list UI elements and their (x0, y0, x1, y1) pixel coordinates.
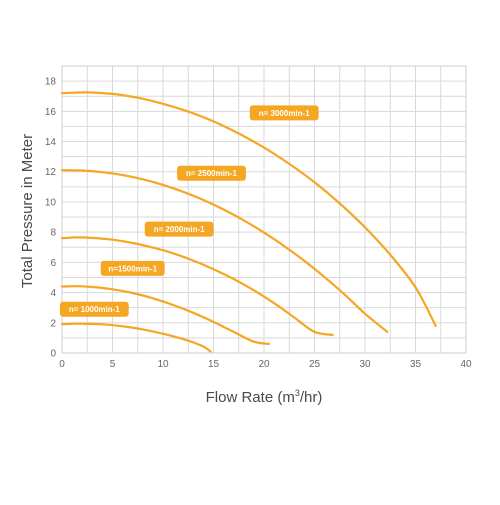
curve-label-background (144, 221, 214, 237)
y-tick-label: 0 (50, 349, 56, 360)
x-axis-title-main: Flow Rate (m (206, 389, 295, 406)
x-tick-labels: 0 5 10 15 20 25 30 35 40 (59, 359, 472, 370)
curve-label: n= 3000min-1 (249, 105, 319, 121)
series-line (60, 285, 271, 345)
series-line (60, 169, 389, 333)
y-tick-label: 2 (50, 318, 56, 329)
y-tick-label: 16 (45, 107, 57, 118)
curve-label: n= 2500min-1 (177, 165, 246, 181)
y-tick-label: 14 (45, 137, 57, 148)
series-line (60, 322, 212, 353)
series-curves (60, 91, 437, 353)
series-line (60, 91, 437, 327)
series-line (60, 236, 334, 336)
y-tick-label: 18 (45, 77, 57, 88)
y-tick-label: 10 (45, 197, 57, 208)
x-tick-label: 5 (110, 359, 116, 370)
x-tick-label: 25 (309, 359, 321, 370)
x-tick-label: 10 (157, 359, 169, 370)
curve-label-text: n= 3000min-1 (259, 109, 310, 118)
y-tick-label: 6 (50, 258, 56, 269)
plot-border (61, 65, 467, 354)
x-tick-label: 40 (460, 359, 472, 370)
curve-label: n= 1000min-1 (59, 301, 129, 317)
y-tick-label: 8 (50, 228, 56, 239)
grid (61, 65, 467, 354)
curve-label-text: n= 2500min-1 (186, 169, 237, 178)
curve-label-text: n=1500min-1 (108, 264, 157, 273)
y-axis-title: Total Pressure in Meter (19, 134, 36, 288)
curve-label-text: n= 1000min-1 (69, 305, 120, 314)
x-tick-label: 30 (359, 359, 371, 370)
curve-label-background (177, 165, 246, 181)
x-axis-title-end: /hr) (300, 389, 323, 406)
curve-label: n= 2000min-1 (144, 221, 214, 237)
x-axis-title: Flow Rate (m3/hr) (206, 388, 323, 406)
curve-label-background (100, 260, 165, 276)
curve-label-background (59, 301, 129, 317)
x-tick-label: 0 (59, 359, 65, 370)
y-tick-labels: 0 2 4 6 8 10 12 14 16 18 (45, 77, 57, 360)
curve-label-background (249, 105, 319, 121)
curve-label: n=1500min-1 (100, 260, 165, 276)
x-tick-label: 35 (410, 359, 422, 370)
curve-label-text: n= 2000min-1 (154, 225, 205, 234)
curve-labels: n= 3000min-1 n= 2500min-1 n= 2000min-1 n=15… (59, 105, 319, 317)
x-tick-label: 20 (258, 359, 270, 370)
x-axis-title-superscript: 3 (295, 388, 300, 398)
y-tick-label: 12 (45, 167, 57, 178)
y-tick-label: 4 (50, 288, 56, 299)
x-tick-label: 15 (208, 359, 220, 370)
